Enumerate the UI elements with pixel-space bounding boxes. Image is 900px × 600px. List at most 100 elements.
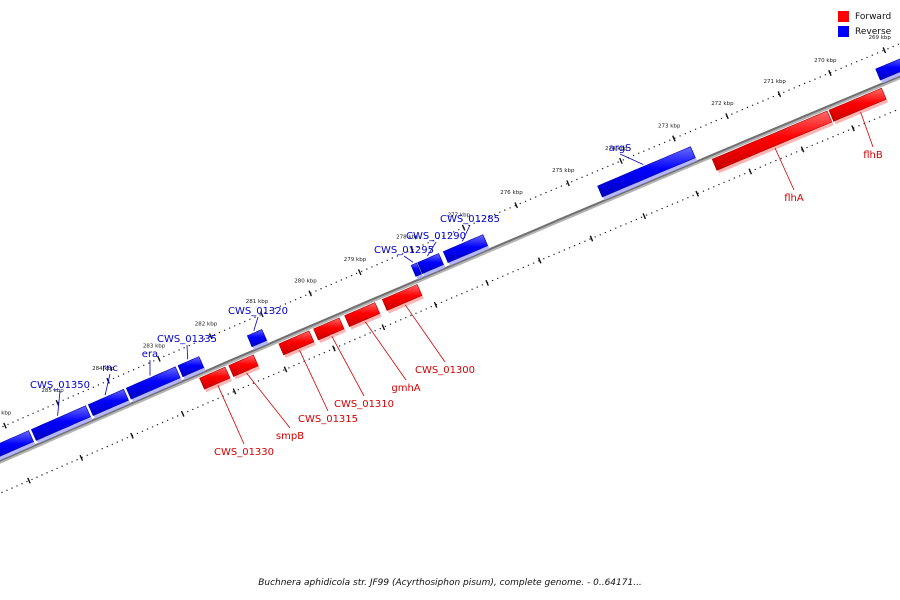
tick-label: 279 kbp <box>344 257 367 263</box>
gene-label-leader <box>299 350 329 412</box>
tick-mark <box>157 355 161 362</box>
gene-label: gmhA <box>391 383 420 394</box>
tick-mark <box>79 454 84 461</box>
gene-label: argS <box>609 143 632 154</box>
gene-label-leader <box>186 344 189 360</box>
tick-mark <box>55 399 60 406</box>
tick-mark <box>642 213 647 220</box>
gene-cws-01350[interactable] <box>31 405 93 444</box>
gene-flhb[interactable] <box>828 87 889 125</box>
tick-label: 276 kbp <box>500 190 523 196</box>
tick-mark <box>800 146 805 153</box>
gene-cws-01295[interactable] <box>410 262 424 280</box>
forward-swatch <box>838 11 849 22</box>
gene-label: CWS_01350 <box>30 380 90 391</box>
caption: Buchnera aphidicola str. JF99 (Acyrthosi… <box>258 578 642 588</box>
label-layer: flhB flhA argS CWS_01285 CWS_01290 CWS_01295 C… <box>30 111 883 458</box>
gene-label-leader <box>403 255 414 263</box>
gene-cws-01335[interactable] <box>177 356 206 380</box>
gene-label-leader <box>104 373 111 396</box>
tick-mark <box>461 224 466 231</box>
tick-mark <box>882 47 887 54</box>
gene-label-leader <box>217 385 245 445</box>
gene-label-leader <box>860 111 874 148</box>
gene-cws-01330[interactable] <box>199 366 232 393</box>
tick-mark <box>537 257 542 264</box>
gene-label-leader <box>619 153 644 165</box>
gene-cws-01290[interactable] <box>417 253 446 277</box>
lower-ruler-dots <box>1 109 897 494</box>
gene-flha[interactable] <box>711 110 834 174</box>
legend: Forward Reverse <box>838 9 898 39</box>
gene-era[interactable] <box>125 366 183 403</box>
gene-label: CWS_01330 <box>214 447 274 458</box>
tick-mark <box>485 279 489 286</box>
tick-mark <box>381 324 386 331</box>
gene-cws-01315[interactable] <box>278 330 316 358</box>
tick-mark <box>619 157 623 164</box>
tick-mark <box>828 69 832 76</box>
tick-label: 284 kbp <box>92 366 115 372</box>
tick-mark <box>332 345 336 352</box>
gene-label: flhB <box>863 150 883 161</box>
gene-label: CWS_01335 <box>157 334 217 345</box>
tick-mark <box>433 301 438 308</box>
tick-layer: 269 kbp 270 kbp 271 kbp 272 kbp 273 kbp 274 k… <box>0 35 900 494</box>
gene-unlabeled[interactable] <box>875 57 900 84</box>
gene-label-leader <box>404 304 446 363</box>
backbone <box>0 75 900 464</box>
tick-label: 275 kbp <box>552 168 575 174</box>
gene-label-leader <box>331 336 365 397</box>
tick-mark <box>130 432 134 439</box>
gene-label-leader <box>57 390 61 416</box>
gene-cws-01300[interactable] <box>381 284 424 314</box>
tick-mark <box>566 180 570 187</box>
gene-label: CWS_01300 <box>415 365 475 376</box>
tick-mark <box>232 388 237 395</box>
gene-label: CWS_01315 <box>298 414 358 425</box>
gene-label: rnc <box>102 363 118 374</box>
tick-mark <box>777 91 782 98</box>
gene-label: CWS_01285 <box>440 214 500 225</box>
tick-mark <box>208 333 213 340</box>
tick-mark <box>357 269 362 276</box>
gene-label-leader <box>461 224 471 242</box>
legend-item-forward[interactable]: Forward <box>838 9 898 24</box>
tick-mark <box>748 168 753 175</box>
tick-label: 280 kbp <box>294 278 317 284</box>
gene-cws-01310[interactable] <box>313 317 346 343</box>
gene-cws-01320[interactable] <box>246 328 269 350</box>
gene-label-leader <box>364 321 407 381</box>
gene-label-leader <box>246 372 291 429</box>
gene-smpb[interactable] <box>228 354 261 380</box>
tick-label: 274 kbp <box>605 146 628 152</box>
tick-label: 273 kbp <box>658 123 681 129</box>
legend-label-forward: Forward <box>855 11 892 22</box>
tick-label: 286 kbp <box>0 411 12 417</box>
legend-label-reverse: Reverse <box>855 26 892 37</box>
tick-mark <box>259 311 264 318</box>
gene-label: CWS_01290 <box>406 231 466 242</box>
tick-mark <box>410 246 414 253</box>
tick-label: 281 kbp <box>246 299 269 305</box>
tick-mark <box>851 125 855 132</box>
gene-layer <box>0 57 900 465</box>
gene-cws-01285[interactable] <box>442 234 490 266</box>
tick-mark <box>3 422 7 429</box>
gene-args[interactable] <box>597 146 698 200</box>
gene-rnc[interactable] <box>87 388 131 419</box>
tick-label: 282 kbp <box>195 321 218 327</box>
gene-label-leader <box>774 147 795 191</box>
tick-mark <box>27 477 31 484</box>
tick-label: 272 kbp <box>711 101 734 107</box>
tick-mark <box>725 113 729 120</box>
gene-label: flhA <box>784 193 804 204</box>
gene-label-leader <box>426 241 437 257</box>
tick-mark <box>308 290 313 297</box>
tick-label: 285 kbp <box>41 388 64 394</box>
gene-gmha[interactable] <box>344 302 382 330</box>
gene-label: era <box>142 349 158 360</box>
tick-label: 269 kbp <box>868 35 891 41</box>
gene-unlabeled[interactable] <box>0 430 36 465</box>
legend-item-reverse[interactable]: Reverse <box>838 24 898 39</box>
